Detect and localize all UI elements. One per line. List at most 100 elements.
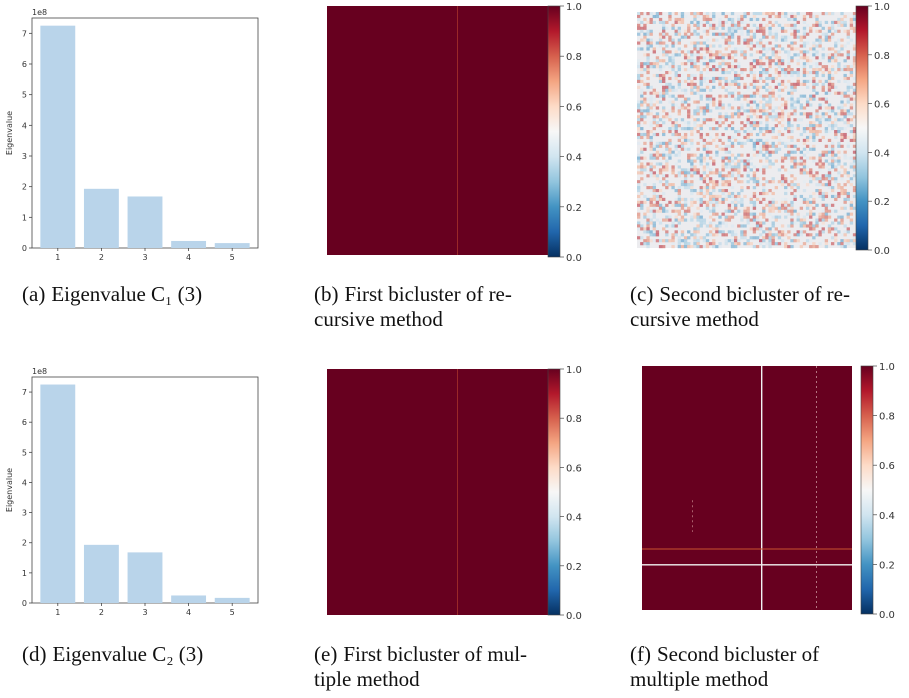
heatmap-cell xyxy=(749,156,753,160)
heatmap-cell xyxy=(843,91,847,95)
heatmap-cell xyxy=(805,138,810,142)
heatmap-cell xyxy=(752,100,757,104)
heatmap-cell xyxy=(721,191,725,196)
heatmap-cell xyxy=(827,177,832,181)
heatmap-cell xyxy=(655,44,660,48)
heatmap-cell xyxy=(712,53,716,57)
heatmap-cell xyxy=(662,97,666,101)
heatmap-cell xyxy=(815,73,819,78)
heatmap-cell xyxy=(827,76,832,81)
panel-e: 0.0 0.2 0.4 0.6 0.8 1.0 (e) First bicluster of… xyxy=(300,355,605,698)
heatmap-cell xyxy=(683,88,688,92)
heatmap-cell xyxy=(755,106,760,110)
heatmap-cell xyxy=(652,191,656,196)
y-tick-label: 6 xyxy=(22,60,27,69)
heatmap-cell xyxy=(812,227,816,231)
heatmap-cell xyxy=(721,32,725,36)
heatmap-cell xyxy=(677,38,681,42)
heatmap-cell xyxy=(727,115,732,119)
heatmap-cell xyxy=(696,106,700,110)
heatmap-cell xyxy=(746,109,750,113)
heatmap-cell xyxy=(696,88,700,92)
heatmap-cell xyxy=(762,153,766,157)
heatmap-cell xyxy=(837,17,841,22)
heatmap-cell xyxy=(771,76,775,81)
heatmap-cell xyxy=(733,194,738,199)
heatmap-cell xyxy=(696,100,700,104)
heatmap-cell xyxy=(787,206,791,210)
heatmap-cell xyxy=(802,221,807,225)
heatmap-cell xyxy=(665,174,669,178)
heatmap-cell xyxy=(805,62,810,66)
heatmap-cell xyxy=(799,124,804,128)
heatmap-cell xyxy=(683,29,688,33)
heatmap-cell xyxy=(699,124,703,128)
heatmap-cell xyxy=(774,112,778,116)
heatmap-cell xyxy=(818,159,822,163)
heatmap-cell xyxy=(727,203,732,207)
heatmap-cell xyxy=(737,197,741,201)
heatmap-cell xyxy=(849,65,854,69)
heatmap-cell xyxy=(671,106,675,110)
heatmap-cell xyxy=(721,141,725,145)
heatmap-cell xyxy=(762,47,766,51)
heatmap-cell xyxy=(774,144,778,148)
heatmap-cell xyxy=(824,91,829,95)
heatmap-cell xyxy=(696,230,700,234)
heatmap-cell xyxy=(759,100,763,104)
heatmap-cell xyxy=(815,68,819,72)
heatmap-cell xyxy=(708,118,713,122)
heatmap-cell xyxy=(765,94,769,98)
heatmap-cell xyxy=(655,112,660,116)
heatmap-cell xyxy=(702,200,707,204)
heatmap-cell xyxy=(765,230,769,234)
heatmap-cell xyxy=(818,97,822,101)
heatmap-cell xyxy=(812,94,816,98)
heatmap-cell xyxy=(677,150,681,154)
heatmap-cell xyxy=(690,12,694,16)
heatmap-cell xyxy=(740,141,744,145)
heatmap-cell xyxy=(727,215,732,219)
heatmap-cell xyxy=(655,162,660,166)
heatmap-cell xyxy=(740,218,744,222)
heatmap-cell xyxy=(852,150,857,154)
heatmap-cell xyxy=(671,121,675,125)
heatmap-cell xyxy=(658,218,663,222)
caption-d-text: Eigenvalue C₂ (3) xyxy=(52,642,204,666)
heatmap-cell xyxy=(774,97,778,101)
heatmap-cell xyxy=(693,62,697,66)
heatmap-cell xyxy=(846,180,850,184)
heatmap-cell xyxy=(652,118,656,122)
heatmap-cell xyxy=(809,127,813,131)
heatmap-cell xyxy=(830,141,835,145)
heatmap-cell xyxy=(790,127,794,131)
heatmap-cell xyxy=(652,14,656,19)
heatmap-cell xyxy=(777,23,782,27)
heatmap-cell xyxy=(671,186,675,190)
heatmap-cell xyxy=(746,209,750,213)
heatmap-cell xyxy=(843,189,847,193)
heatmap-cell xyxy=(665,50,669,54)
heatmap-cell xyxy=(768,85,772,89)
heatmap-cell xyxy=(712,171,716,175)
heatmap-cell xyxy=(696,109,700,113)
heatmap-cell xyxy=(787,168,791,172)
heatmap-cell xyxy=(733,65,738,69)
heatmap-cell xyxy=(671,239,675,243)
heatmap-cell xyxy=(755,141,760,145)
heatmap-cell xyxy=(780,68,785,72)
heatmap-cell xyxy=(752,59,757,63)
heatmap-cell xyxy=(683,245,688,249)
x-tick-label: 5 xyxy=(230,608,235,617)
heatmap-cell xyxy=(843,206,847,210)
heatmap-cell xyxy=(665,168,669,172)
heatmap-cell xyxy=(702,156,707,160)
heatmap-cell xyxy=(818,79,822,83)
heatmap-cell xyxy=(743,233,747,237)
heatmap-cell xyxy=(824,106,829,110)
heatmap-cell xyxy=(815,20,819,24)
heatmap-cell xyxy=(777,138,782,142)
heatmap-cell xyxy=(837,159,841,163)
x-tick-label: 5 xyxy=(230,253,235,262)
heatmap-cell xyxy=(755,88,760,92)
